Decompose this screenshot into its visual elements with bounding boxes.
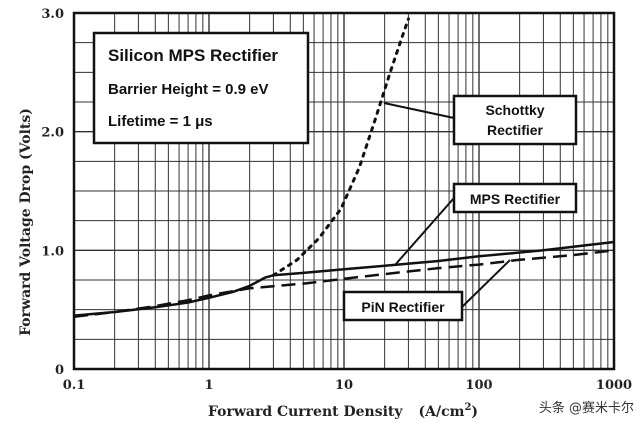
y-tick-label: 3.0 xyxy=(41,7,64,22)
callout-pin-leader xyxy=(461,259,511,308)
series-schottky-rectifier xyxy=(271,17,410,277)
series-pin-rectifier xyxy=(73,249,615,319)
callout-mps-label: MPS Rectifier xyxy=(470,191,561,207)
x-tick-label: 100 xyxy=(465,378,492,393)
callout-schottky: Schottky Rectifier xyxy=(383,94,578,146)
x-axis-title-unit: (A/cm xyxy=(419,404,465,420)
info-box-frame xyxy=(92,31,310,145)
info-box-title: Silicon MPS Rectifier xyxy=(108,46,278,65)
info-box: Silicon MPS Rectifier Barrier Height = 0… xyxy=(92,31,310,145)
y-tick-label: 1.0 xyxy=(41,244,64,259)
callout-pin: PiN Rectifier xyxy=(342,259,511,322)
x-axis-title-unit-close: ) xyxy=(471,404,478,420)
x-tick-label: 10 xyxy=(335,378,353,393)
info-box-line2: Lifetime = 1 μs xyxy=(108,113,213,130)
x-tick-label: 0.1 xyxy=(63,378,86,393)
callout-pin-box xyxy=(342,290,464,322)
x-tick-label: 1000 xyxy=(596,378,632,393)
x-axis-title: Forward Current Density (A/cm2) xyxy=(208,402,478,420)
watermark: 头条 @赛米卡尔 xyxy=(539,400,634,416)
y-axis-title: Forward Voltage Drop (Volts) xyxy=(18,108,34,336)
series-mps-rectifier xyxy=(73,240,615,317)
x-tick-label: 1 xyxy=(204,378,213,393)
x-axis-title-text: Forward Current Density xyxy=(208,404,403,420)
callout-schottky-label-2: Rectifier xyxy=(487,122,544,138)
plot-frame xyxy=(72,11,616,371)
plot-frame-rect xyxy=(72,11,616,371)
callout-mps: MPS Rectifier xyxy=(394,182,578,266)
tick-labels: 0.1 1 10 100 1000 0 1.0 2.0 3.0 xyxy=(41,7,632,393)
callout-schottky-leader xyxy=(383,102,455,119)
x-axis-title-unit-sup: 2 xyxy=(464,402,471,413)
callout-schottky-box xyxy=(452,94,578,146)
callout-pin-label: PiN Rectifier xyxy=(361,299,445,315)
callout-mps-leader xyxy=(394,197,455,266)
callout-mps-box xyxy=(452,182,578,214)
info-box-line1: Barrier Height = 0.9 eV xyxy=(108,81,269,98)
curves xyxy=(73,17,615,319)
y-tick-label: 0 xyxy=(55,363,64,378)
callout-schottky-label-1: Schottky xyxy=(485,102,544,118)
y-tick-label: 2.0 xyxy=(41,126,64,141)
